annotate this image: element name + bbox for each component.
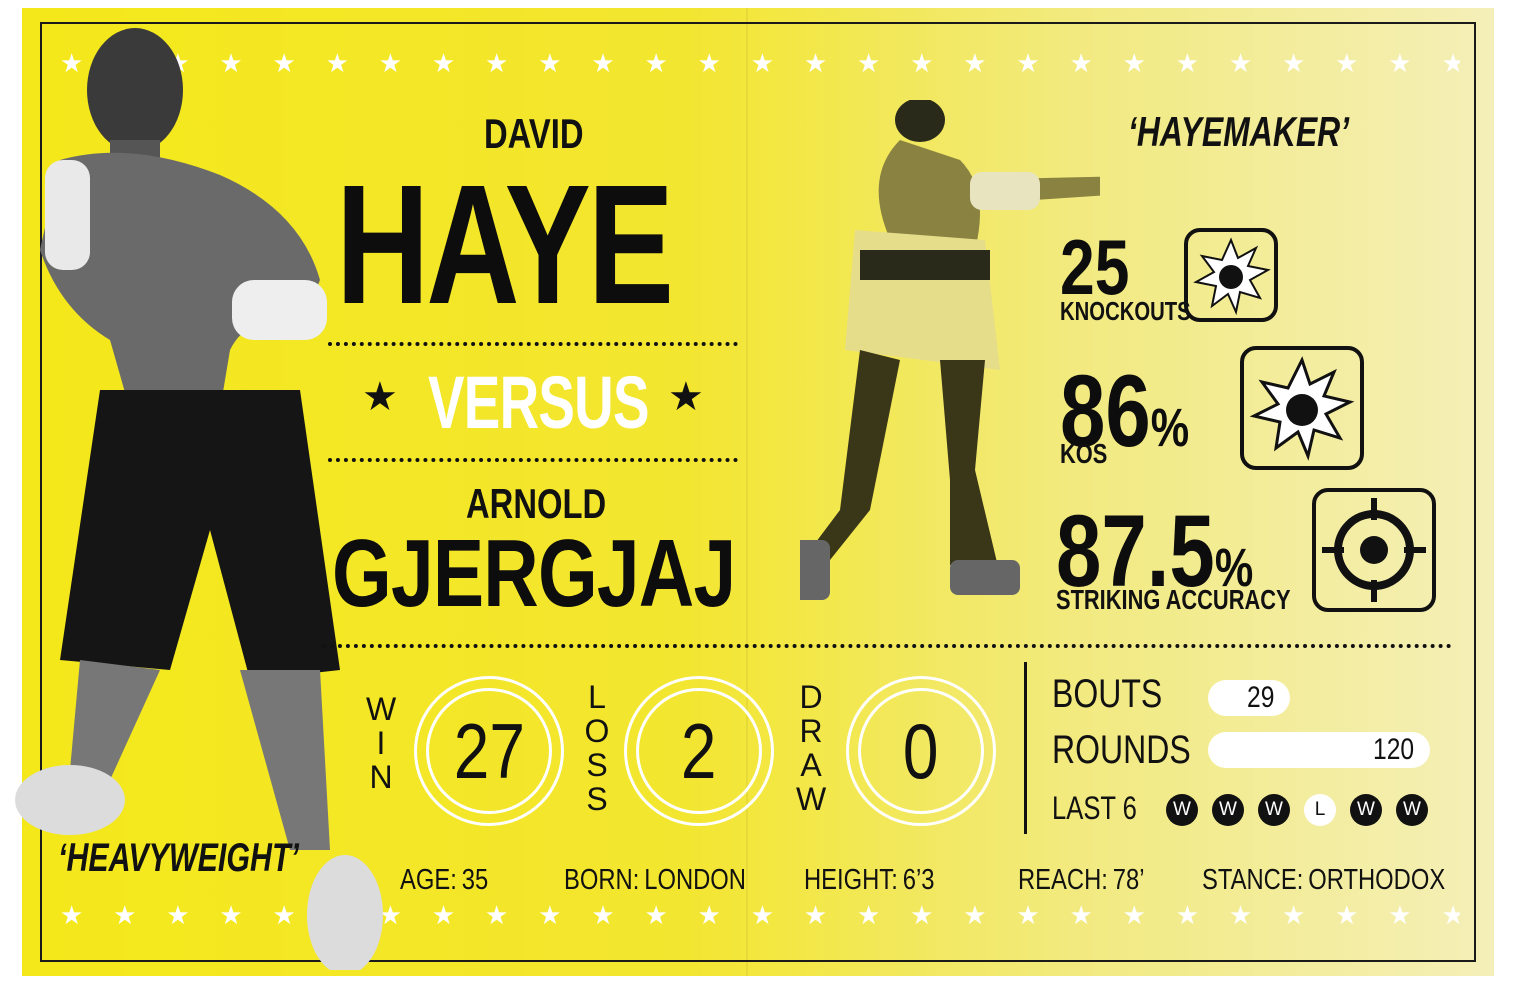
ko-pct-value: 86% — [1060, 354, 1190, 468]
last6-result-5: W — [1350, 794, 1382, 826]
bouts-bar: 29 — [1208, 680, 1290, 716]
last6-result-3: W — [1258, 794, 1290, 826]
win-ring: 27 — [414, 676, 564, 826]
record-separator — [1024, 662, 1027, 834]
versus-star-right: ★ — [668, 375, 704, 419]
draw-ring: 0 — [846, 676, 996, 826]
poster-border — [40, 22, 1476, 962]
info-age: AGE: 35 — [400, 864, 489, 896]
rounds-label: ROUNDS — [1052, 728, 1191, 772]
divider-dotted-middle — [328, 458, 738, 462]
info-reach: REACH: 78’ — [1018, 864, 1145, 896]
opponent-first-name: ARNOLD — [466, 480, 607, 527]
info-born: BORN: LONDON — [564, 864, 746, 896]
top-star-row: ★ ★ ★ ★ ★ ★ ★ ★ ★ ★ ★ ★ ★ ★ ★ ★ ★ ★ ★ ★ … — [60, 48, 1460, 78]
glove-burst-icon — [1240, 346, 1364, 470]
fighter-action-photo — [800, 100, 1100, 600]
last6-result-6: W — [1396, 794, 1428, 826]
versus-label: VERSUS — [428, 361, 649, 444]
win-value: 27 — [453, 706, 525, 795]
last6-result-4: L — [1304, 794, 1336, 826]
fighter-first-name: DAVID — [484, 110, 584, 157]
accuracy-value: 87.5% — [1056, 494, 1254, 608]
bottom-star-row: ★ ★ ★ ★ ★ ★ ★ ★ ★ ★ ★ ★ ★ ★ ★ ★ ★ ★ ★ ★ … — [60, 900, 1460, 930]
info-height: HEIGHT: 6’3 — [804, 864, 935, 896]
draw-label: DRAW — [796, 679, 827, 817]
poster-fold — [746, 8, 748, 976]
loss-ring: 2 — [624, 676, 774, 826]
accuracy-label: STRIKING ACCURACY — [1056, 584, 1291, 615]
knockouts-value: 25 — [1060, 223, 1130, 311]
fighter-last-name: HAYE — [336, 150, 674, 340]
loss-label: LOSS — [584, 679, 610, 817]
divider-dotted-bottom — [322, 644, 1452, 648]
fighter-nickname: ‘HAYEMAKER’ — [1128, 108, 1350, 155]
bouts-label: BOUTS — [1052, 672, 1163, 716]
ko-pct-label: KOS — [1060, 438, 1108, 469]
division-label: ‘HEAVYWEIGHT’ — [58, 836, 299, 880]
last6-result-2: W — [1212, 794, 1244, 826]
glove-burst-icon — [1184, 228, 1278, 322]
opponent-last-name: GJERGJAJ — [332, 520, 736, 627]
bouts-value: 29 — [1246, 681, 1274, 714]
versus-star-left: ★ — [362, 375, 398, 419]
rounds-value: 120 — [1372, 733, 1414, 766]
last6-result-1: W — [1166, 794, 1198, 826]
loss-value: 2 — [681, 706, 717, 795]
divider-dotted-top — [328, 342, 738, 346]
draw-value: 0 — [903, 706, 939, 795]
fighter-photo — [15, 28, 383, 970]
knockouts-label: KNOCKOUTS — [1060, 296, 1191, 326]
win-label: WIN — [366, 691, 397, 795]
target-icon — [1312, 488, 1436, 612]
rounds-bar: 120 — [1208, 732, 1430, 768]
last6-label: LAST 6 — [1052, 790, 1137, 826]
info-stance: STANCE: ORTHODOX — [1202, 864, 1446, 896]
